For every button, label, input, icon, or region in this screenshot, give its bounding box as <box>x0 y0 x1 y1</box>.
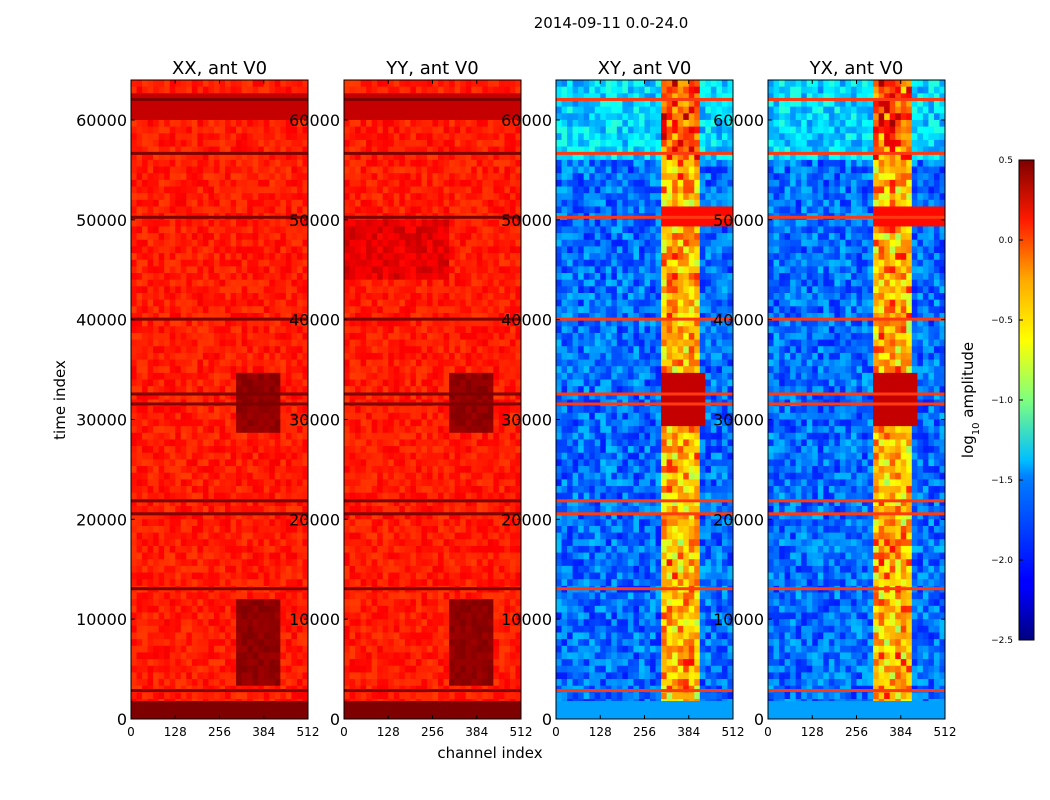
colorbar-tick-label: −0.5 <box>991 316 1013 326</box>
colorbar-tick-label: 0.5 <box>999 156 1013 166</box>
y-tick-label: 50000 <box>713 211 764 230</box>
heatmap-cells <box>556 80 733 719</box>
y-axis-label: time index <box>51 360 69 440</box>
colorbar: 0.5 0.0 −0.5 −1.0 −1.5 −2.0 −2.5 log10 amplitu… <box>959 156 1035 646</box>
colorbar-tick-label: −2.5 <box>991 636 1013 646</box>
colorbar-label: log10 amplitude <box>959 342 982 458</box>
y-tick-label: 20000 <box>501 510 552 529</box>
x-tick-label: 128 <box>589 725 612 739</box>
x-tick-label: 0 <box>764 725 772 739</box>
heatmap-panels: XX, ant V0 0 128 256 384 512 0 10000 20000 30000 4… <box>76 58 956 739</box>
y-tick-label: 40000 <box>76 311 127 330</box>
y-tick-label: 0 <box>754 710 764 729</box>
figure-suptitle: 2014-09-11 0.0-24.0 <box>534 14 689 32</box>
x-tick-label: 384 <box>252 725 275 739</box>
x-tick-label: 128 <box>801 725 824 739</box>
x-tick-label: 0 <box>340 725 348 739</box>
y-tick-label: 10000 <box>713 610 764 629</box>
panel-3: XY, ant V0 0 128 256 384 512 0 10000 20000 30000 4… <box>501 58 744 739</box>
x-tick-label: 128 <box>164 725 187 739</box>
panel-title: XX, ant V0 <box>172 58 267 79</box>
y-tick-label: 0 <box>330 710 340 729</box>
x-tick-label: 0 <box>127 725 135 739</box>
x-tick-label: 0 <box>552 725 560 739</box>
x-tick-label: 256 <box>633 725 656 739</box>
heatmap-cells <box>131 80 308 719</box>
y-tick-label: 40000 <box>289 311 340 330</box>
x-tick-label: 384 <box>889 725 912 739</box>
panel-4: YX, ant V0 0 128 256 384 512 0 10000 20000 30000 4… <box>713 58 956 739</box>
x-tick-label: 512 <box>297 725 320 739</box>
panel-title: YY, ant V0 <box>385 58 478 79</box>
y-tick-label: 50000 <box>76 211 127 230</box>
y-tick-label: 60000 <box>76 111 127 130</box>
panel-2: YY, ant V0 0 128 256 384 512 0 10000 20000 30000 4… <box>289 58 532 739</box>
y-tick-label: 50000 <box>289 211 340 230</box>
y-tick-label: 20000 <box>713 510 764 529</box>
x-tick-label: 512 <box>722 725 745 739</box>
panel-title: YX, ant V0 <box>809 58 904 79</box>
y-tick-label: 30000 <box>713 410 764 429</box>
x-tick-label: 384 <box>465 725 488 739</box>
x-axis-label: channel index <box>437 744 542 762</box>
colorbar-tick-label: −1.0 <box>991 396 1013 406</box>
heatmap-cells <box>344 80 521 719</box>
y-tick-label: 10000 <box>501 610 552 629</box>
x-tick-label: 512 <box>934 725 957 739</box>
y-tick-label: 20000 <box>289 510 340 529</box>
y-tick-label: 50000 <box>501 211 552 230</box>
y-tick-label: 20000 <box>76 510 127 529</box>
y-tick-label: 30000 <box>501 410 552 429</box>
y-tick-label: 60000 <box>713 111 764 130</box>
y-tick-label: 40000 <box>501 311 552 330</box>
y-tick-label: 60000 <box>289 111 340 130</box>
colorbar-tick-label: −2.0 <box>991 556 1013 566</box>
y-tick-label: 10000 <box>76 610 127 629</box>
colorbar-tick-label: −1.5 <box>991 476 1013 486</box>
y-tick-label: 60000 <box>501 111 552 130</box>
x-tick-label: 256 <box>845 725 868 739</box>
y-tick-label: 30000 <box>289 410 340 429</box>
panel-title: XY, ant V0 <box>598 58 692 79</box>
colorbar-tick-label: 0.0 <box>999 236 1014 246</box>
colorbar-ticks: 0.5 0.0 −0.5 −1.0 −1.5 −2.0 −2.5 <box>991 156 1023 646</box>
y-tick-label: 0 <box>542 710 552 729</box>
x-tick-label: 256 <box>421 725 444 739</box>
x-tick-label: 128 <box>377 725 400 739</box>
x-tick-label: 512 <box>510 725 533 739</box>
y-tick-label: 10000 <box>289 610 340 629</box>
x-tick-label: 384 <box>677 725 700 739</box>
panel-1: XX, ant V0 0 128 256 384 512 0 10000 20000 30000 4… <box>76 58 319 739</box>
y-tick-label: 30000 <box>76 410 127 429</box>
x-tick-label: 256 <box>208 725 231 739</box>
y-tick-label: 0 <box>117 710 127 729</box>
y-tick-label: 40000 <box>713 311 764 330</box>
heatmap-cells <box>768 80 945 719</box>
